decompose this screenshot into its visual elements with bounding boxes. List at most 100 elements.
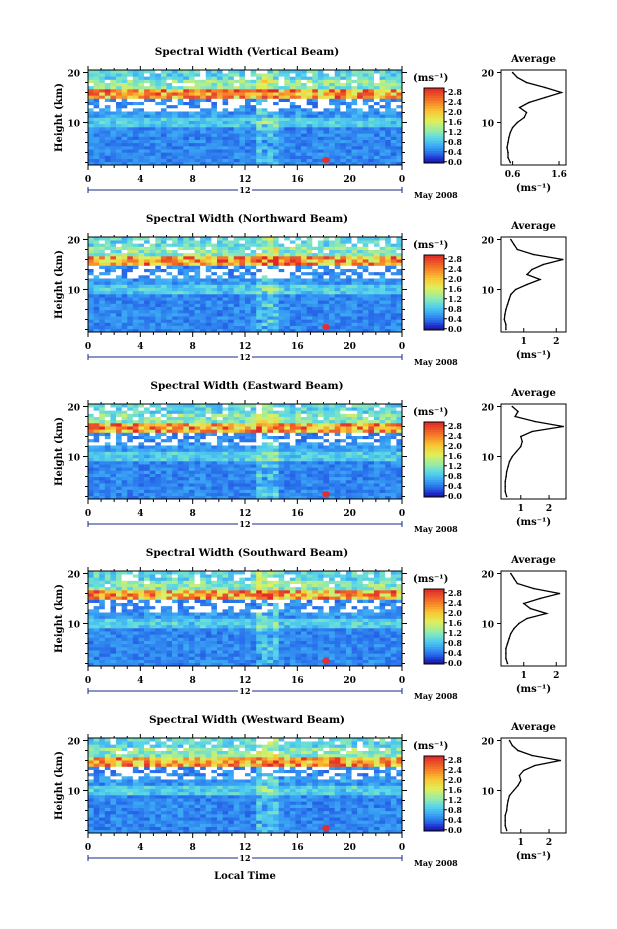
heatmap-cell xyxy=(144,95,150,99)
heatmap-cell xyxy=(110,294,117,298)
heatmap-cell xyxy=(273,275,279,279)
heatmap-cell xyxy=(216,287,223,292)
heatmap-cell xyxy=(306,73,313,77)
heatmap-cell xyxy=(160,111,167,115)
heatmap-cell xyxy=(295,89,302,93)
average-frame xyxy=(500,69,567,166)
heatmap-cell xyxy=(396,483,403,487)
heatmap-cell xyxy=(200,161,207,166)
heatmap-cell xyxy=(278,92,285,96)
heatmap-cell xyxy=(385,300,392,304)
heatmap-cell xyxy=(155,98,162,102)
heatmap-cell xyxy=(160,306,167,311)
heatmap-cell xyxy=(250,89,257,93)
heatmap-cell xyxy=(278,259,285,263)
panel-title: Spectral Width (Eastward Beam) xyxy=(150,380,343,392)
heatmap-cell xyxy=(121,268,128,273)
heatmap-cell xyxy=(357,101,364,106)
heatmap-cell xyxy=(116,136,122,140)
heatmap-cell xyxy=(267,473,274,478)
heatmap-cell xyxy=(373,306,380,311)
heatmap-cell xyxy=(256,92,263,96)
heatmap-cell xyxy=(228,445,235,449)
heatmap-cell xyxy=(301,467,307,471)
heatmap-cell xyxy=(194,89,201,93)
heatmap-cell xyxy=(323,240,330,244)
heatmap-cell xyxy=(205,89,212,93)
heatmap-cell xyxy=(396,297,403,301)
heatmap-cell xyxy=(228,95,235,99)
heatmap-cell xyxy=(116,70,122,74)
heatmap-cell xyxy=(317,252,324,257)
heatmap-cell xyxy=(345,467,352,471)
heatmap-cell xyxy=(88,429,94,433)
heatmap-cell xyxy=(144,438,150,443)
heatmap-cell xyxy=(312,300,319,304)
heatmap-cell xyxy=(222,136,229,140)
heatmap-cell xyxy=(267,114,274,118)
heatmap-cell xyxy=(362,429,369,433)
heatmap-cell xyxy=(334,473,341,478)
heatmap-cell xyxy=(396,82,403,87)
heatmap-cell xyxy=(379,70,386,74)
heatmap-cell xyxy=(194,101,201,106)
heatmap-cell xyxy=(155,79,162,83)
heatmap-cell xyxy=(166,268,173,273)
heatmap-cell xyxy=(289,256,296,260)
heatmap-cell xyxy=(351,95,358,99)
heatmap-cell xyxy=(289,76,296,80)
heatmap-cell xyxy=(228,149,235,153)
heatmap-cell xyxy=(351,92,358,96)
heatmap-cell xyxy=(211,290,218,295)
heatmap-cell xyxy=(357,306,364,311)
heatmap-cell xyxy=(245,438,251,443)
heatmap-cell xyxy=(379,92,386,96)
heatmap-cell xyxy=(368,127,375,131)
heatmap-cell xyxy=(188,98,195,102)
heatmap-cell xyxy=(312,246,319,250)
heatmap-cell xyxy=(284,287,291,292)
heatmap-cell xyxy=(323,319,330,323)
heatmap-cell xyxy=(222,457,229,462)
heatmap-cells xyxy=(88,70,403,166)
heatmap-cell xyxy=(261,486,268,490)
heatmap-cell xyxy=(88,271,94,276)
heatmap-cell xyxy=(289,89,296,93)
heatmap-cell xyxy=(385,429,392,433)
heatmap-cell xyxy=(334,142,341,147)
heatmap-cell xyxy=(385,473,392,478)
heatmap-cell xyxy=(205,275,212,279)
heatmap-cell xyxy=(340,486,347,490)
heatmap-cell xyxy=(205,464,212,468)
heatmap-cell xyxy=(222,73,229,77)
heatmap-cell xyxy=(373,467,380,471)
heatmap-cell xyxy=(138,243,145,247)
heatmap-cell xyxy=(116,476,122,481)
heatmap-cell xyxy=(144,82,150,87)
heatmap-cell xyxy=(121,438,128,443)
heatmap-cell xyxy=(261,426,268,430)
heatmap-cell xyxy=(362,445,369,449)
heatmap-cell xyxy=(306,457,313,462)
heatmap-cell xyxy=(183,319,190,323)
heatmap-cell xyxy=(216,470,223,474)
heatmap-cell xyxy=(368,256,375,260)
heatmap-cell xyxy=(205,104,212,109)
heatmap-cell xyxy=(205,262,212,266)
heatmap-cell xyxy=(155,146,162,150)
heatmap-cell xyxy=(216,89,223,93)
heatmap-cell xyxy=(233,142,240,147)
colorbar-tick-label: 2.0 xyxy=(448,274,462,284)
heatmap-cell xyxy=(166,448,173,452)
heatmap-cell xyxy=(127,237,134,241)
heatmap-cell xyxy=(233,290,240,295)
heatmap-cell xyxy=(362,454,369,459)
heatmap-cell xyxy=(284,306,291,311)
heatmap-cell xyxy=(160,445,167,449)
heatmap-cell xyxy=(267,287,274,292)
heatmap-cell xyxy=(323,483,330,487)
heatmap-cell xyxy=(379,246,386,250)
colorbar-segment xyxy=(424,140,444,144)
heatmap-cell xyxy=(132,492,139,497)
heatmap-cell xyxy=(166,259,173,263)
